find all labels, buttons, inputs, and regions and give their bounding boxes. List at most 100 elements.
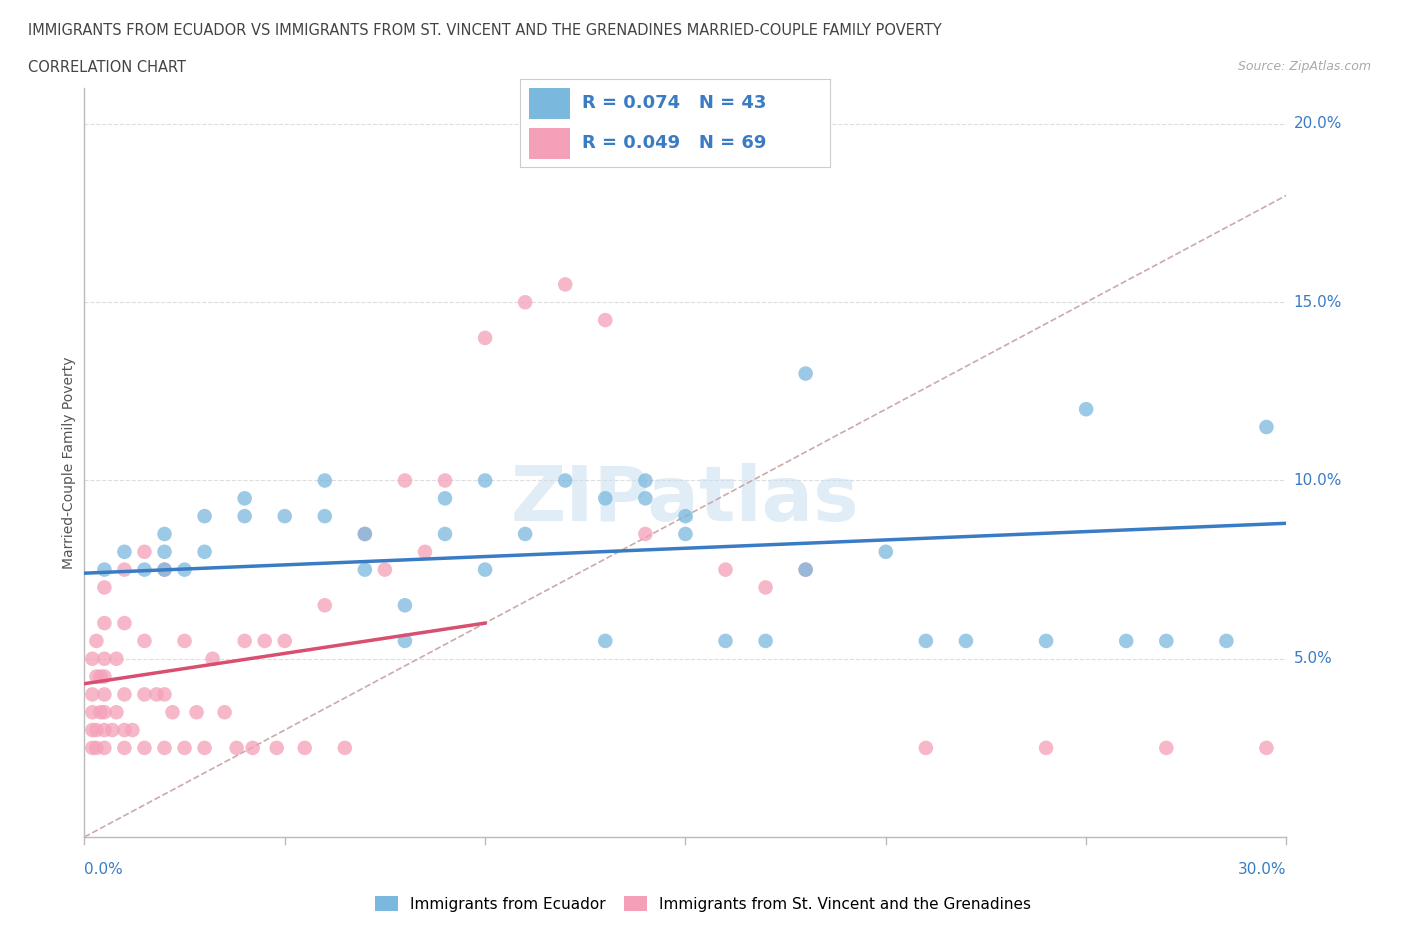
Point	[915, 633, 938, 648]
Point	[101, 723, 124, 737]
Point	[1256, 740, 1278, 755]
Point	[515, 295, 537, 310]
Point	[233, 509, 256, 524]
Text: R = 0.049   N = 69: R = 0.049 N = 69	[582, 134, 766, 153]
Bar	[530, 127, 569, 159]
Point	[105, 705, 128, 720]
Legend: Immigrants from Ecuador, Immigrants from St. Vincent and the Grenadines: Immigrants from Ecuador, Immigrants from…	[368, 889, 1038, 918]
Text: 20.0%: 20.0%	[1294, 116, 1341, 131]
Point	[86, 633, 108, 648]
Point	[82, 705, 104, 720]
Bar	[530, 88, 569, 119]
Point	[434, 491, 457, 506]
Point	[515, 526, 537, 541]
Point	[153, 562, 176, 577]
Point	[173, 740, 195, 755]
Point	[675, 526, 697, 541]
Point	[173, 633, 195, 648]
Point	[134, 544, 156, 559]
Point	[794, 366, 817, 381]
Point	[394, 633, 416, 648]
Point	[394, 598, 416, 613]
Point	[354, 526, 377, 541]
Text: 0.0%: 0.0%	[84, 862, 124, 877]
Point	[955, 633, 977, 648]
Point	[634, 473, 657, 488]
Point	[114, 687, 135, 702]
Point	[86, 740, 108, 755]
Point	[194, 740, 217, 755]
Point	[1076, 402, 1098, 417]
Point	[755, 580, 778, 595]
Point	[153, 526, 176, 541]
Point	[134, 633, 156, 648]
Point	[675, 509, 697, 524]
Point	[82, 740, 104, 755]
Point	[1256, 419, 1278, 434]
Point	[474, 562, 496, 577]
Point	[93, 562, 115, 577]
Point	[294, 740, 316, 755]
Point	[134, 562, 156, 577]
Point	[595, 312, 617, 327]
Point	[214, 705, 236, 720]
Point	[114, 562, 135, 577]
Text: 10.0%: 10.0%	[1294, 473, 1341, 488]
Point	[114, 740, 135, 755]
Point	[274, 633, 297, 648]
Text: CORRELATION CHART: CORRELATION CHART	[28, 60, 186, 75]
Point	[93, 687, 115, 702]
Point	[86, 670, 108, 684]
Point	[93, 580, 115, 595]
Point	[93, 651, 115, 666]
Point	[153, 687, 176, 702]
Point	[394, 473, 416, 488]
Point	[714, 562, 737, 577]
Text: ZIPatlas: ZIPatlas	[512, 463, 859, 538]
Point	[595, 633, 617, 648]
Point	[194, 509, 217, 524]
Point	[82, 651, 104, 666]
Point	[1115, 633, 1137, 648]
Text: 5.0%: 5.0%	[1294, 651, 1333, 666]
Point	[134, 687, 156, 702]
Point	[225, 740, 247, 755]
Point	[145, 687, 167, 702]
Point	[194, 544, 217, 559]
Point	[82, 687, 104, 702]
Point	[374, 562, 396, 577]
Point	[413, 544, 436, 559]
Point	[253, 633, 276, 648]
Point	[93, 670, 115, 684]
Point	[354, 562, 377, 577]
Point	[114, 723, 135, 737]
Point	[186, 705, 208, 720]
Point	[86, 723, 108, 737]
Point	[634, 491, 657, 506]
Point	[233, 491, 256, 506]
Point	[1215, 633, 1237, 648]
Point	[93, 705, 115, 720]
Point	[333, 740, 356, 755]
Point	[201, 651, 224, 666]
Point	[173, 562, 195, 577]
Point	[93, 740, 115, 755]
Point	[93, 723, 115, 737]
Point	[434, 526, 457, 541]
Point	[794, 562, 817, 577]
Text: R = 0.074   N = 43: R = 0.074 N = 43	[582, 94, 766, 113]
Point	[474, 473, 496, 488]
Point	[354, 526, 377, 541]
Point	[242, 740, 264, 755]
Point	[134, 740, 156, 755]
Point	[1156, 633, 1178, 648]
Point	[105, 651, 128, 666]
Point	[82, 723, 104, 737]
Y-axis label: Married-Couple Family Poverty: Married-Couple Family Poverty	[62, 356, 76, 569]
Point	[314, 473, 336, 488]
Point	[434, 473, 457, 488]
Point	[875, 544, 897, 559]
Point	[554, 277, 576, 292]
Point	[1156, 740, 1178, 755]
Point	[1035, 740, 1057, 755]
